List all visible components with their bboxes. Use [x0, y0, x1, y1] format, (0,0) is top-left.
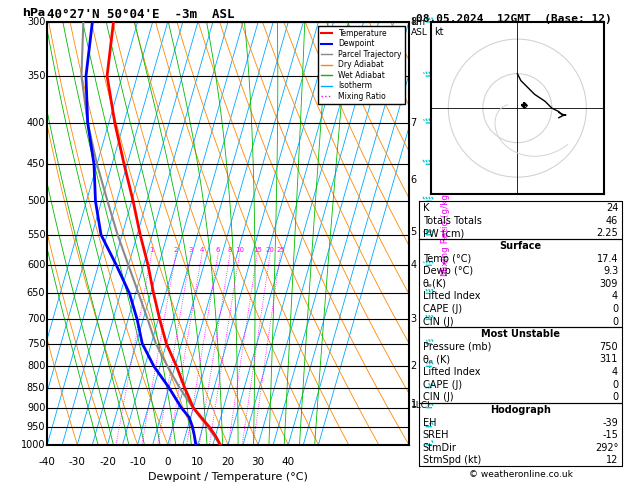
Text: 40°27'N 50°04'E  -3m  ASL: 40°27'N 50°04'E -3m ASL — [47, 8, 235, 21]
Text: 2: 2 — [411, 361, 417, 371]
Text: 15: 15 — [253, 247, 262, 253]
Text: 20: 20 — [221, 457, 235, 468]
Text: Pressure (mb): Pressure (mb) — [423, 342, 491, 352]
Text: Hodograph: Hodograph — [490, 405, 551, 415]
Text: km
ASL: km ASL — [411, 17, 428, 37]
Text: -20: -20 — [99, 457, 116, 468]
Text: Lifted Index: Lifted Index — [423, 367, 481, 377]
Text: kt: kt — [435, 27, 444, 37]
Text: -40: -40 — [39, 457, 55, 468]
Text: 0: 0 — [612, 392, 618, 402]
Text: 4: 4 — [200, 247, 204, 253]
Text: 30: 30 — [252, 457, 265, 468]
Text: 0: 0 — [612, 380, 618, 390]
Text: 9.3: 9.3 — [603, 266, 618, 276]
Text: 10: 10 — [191, 457, 204, 468]
Text: 0: 0 — [612, 304, 618, 314]
Text: 1LCL: 1LCL — [411, 401, 433, 410]
Text: 0: 0 — [612, 316, 618, 327]
Text: EH: EH — [423, 417, 437, 428]
Text: 17.4: 17.4 — [597, 254, 618, 263]
Text: CAPE (J): CAPE (J) — [423, 380, 462, 390]
Text: 350: 350 — [27, 71, 45, 81]
Text: 10: 10 — [235, 247, 244, 253]
Text: 4: 4 — [411, 260, 417, 270]
Text: 1: 1 — [411, 399, 417, 409]
Text: Dewp (°C): Dewp (°C) — [423, 266, 473, 276]
Text: CAPE (J): CAPE (J) — [423, 304, 462, 314]
Text: 1000: 1000 — [21, 440, 45, 450]
Text: Totals Totals: Totals Totals — [423, 216, 482, 226]
Text: 12: 12 — [606, 455, 618, 466]
Text: 5: 5 — [411, 226, 417, 237]
Text: 40: 40 — [282, 457, 295, 468]
Text: 25: 25 — [276, 247, 285, 253]
Text: 650: 650 — [27, 288, 45, 298]
Text: 750: 750 — [27, 339, 45, 348]
Text: Surface: Surface — [499, 241, 542, 251]
Text: -30: -30 — [69, 457, 86, 468]
Text: 450: 450 — [27, 159, 45, 169]
Text: 4: 4 — [612, 367, 618, 377]
Text: Most Unstable: Most Unstable — [481, 329, 560, 339]
Text: 750: 750 — [599, 342, 618, 352]
Text: Temp (°C): Temp (°C) — [423, 254, 471, 263]
Text: Dewpoint / Temperature (°C): Dewpoint / Temperature (°C) — [148, 472, 308, 482]
Text: 850: 850 — [27, 382, 45, 393]
Text: 1: 1 — [150, 247, 154, 253]
Text: 400: 400 — [27, 118, 45, 128]
Text: © weatheronline.co.uk: © weatheronline.co.uk — [469, 470, 572, 479]
Text: 6: 6 — [216, 247, 221, 253]
Text: 292°: 292° — [595, 443, 618, 453]
Text: θₑ (K): θₑ (K) — [423, 354, 450, 364]
Text: 550: 550 — [27, 230, 45, 240]
Text: K: K — [423, 203, 429, 213]
Text: StmDir: StmDir — [423, 443, 457, 453]
Text: 6: 6 — [411, 174, 417, 185]
Text: -10: -10 — [129, 457, 146, 468]
Text: 7: 7 — [411, 118, 417, 128]
Text: StmSpd (kt): StmSpd (kt) — [423, 455, 481, 466]
Text: 08.05.2024  12GMT  (Base: 12): 08.05.2024 12GMT (Base: 12) — [416, 14, 612, 24]
Text: 700: 700 — [27, 314, 45, 325]
Text: Mixing Ratio (g/kg): Mixing Ratio (g/kg) — [442, 191, 450, 276]
Text: 20: 20 — [266, 247, 275, 253]
Text: 600: 600 — [27, 260, 45, 270]
Text: 3: 3 — [189, 247, 193, 253]
Text: 8: 8 — [228, 247, 232, 253]
Text: 8: 8 — [411, 17, 417, 27]
Text: 24: 24 — [606, 203, 618, 213]
Text: -39: -39 — [603, 417, 618, 428]
Text: 800: 800 — [27, 361, 45, 371]
Legend: Temperature, Dewpoint, Parcel Trajectory, Dry Adiabat, Wet Adiabat, Isotherm, Mi: Temperature, Dewpoint, Parcel Trajectory… — [318, 26, 405, 104]
Text: 3: 3 — [411, 314, 417, 325]
Text: -15: -15 — [603, 430, 618, 440]
Text: 900: 900 — [27, 403, 45, 413]
Text: 311: 311 — [600, 354, 618, 364]
Text: 4: 4 — [612, 292, 618, 301]
Text: hPa: hPa — [22, 8, 45, 17]
Text: θₑ(K): θₑ(K) — [423, 279, 447, 289]
Text: PW (cm): PW (cm) — [423, 228, 464, 238]
Text: 950: 950 — [27, 422, 45, 432]
Text: 46: 46 — [606, 216, 618, 226]
Text: 300: 300 — [27, 17, 45, 27]
Text: CIN (J): CIN (J) — [423, 316, 454, 327]
Text: 2: 2 — [174, 247, 178, 253]
Text: 0: 0 — [164, 457, 171, 468]
Text: 500: 500 — [27, 196, 45, 206]
Text: 309: 309 — [600, 279, 618, 289]
Text: SREH: SREH — [423, 430, 449, 440]
Text: 2.25: 2.25 — [596, 228, 618, 238]
Text: Lifted Index: Lifted Index — [423, 292, 481, 301]
Text: CIN (J): CIN (J) — [423, 392, 454, 402]
